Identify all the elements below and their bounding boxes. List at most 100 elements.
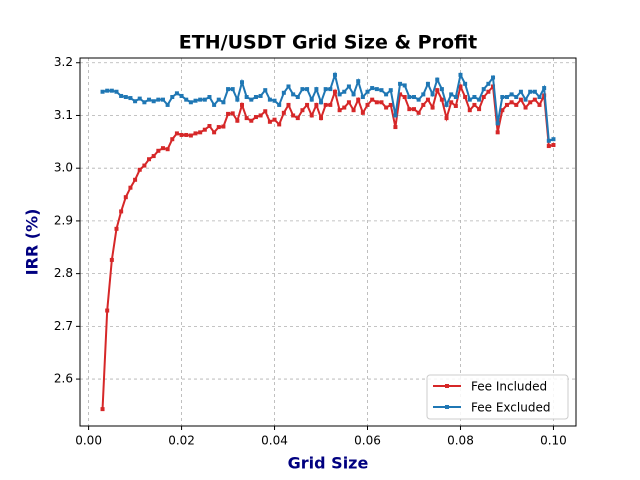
legend-box [426, 374, 569, 420]
data-point [481, 87, 486, 92]
data-point [151, 154, 156, 159]
data-point [258, 113, 263, 118]
data-point [156, 97, 161, 102]
data-point [123, 95, 128, 100]
data-point [486, 81, 491, 86]
data-point [458, 84, 463, 89]
data-point [388, 102, 393, 107]
data-point [230, 87, 235, 92]
data-point [244, 95, 249, 100]
data-point [300, 108, 305, 113]
data-point [388, 88, 393, 93]
x-tick-label: 0.10 [540, 434, 567, 448]
data-point [165, 102, 170, 107]
data-point [198, 97, 203, 102]
data-point [263, 109, 268, 114]
data-point [514, 102, 519, 107]
data-point [463, 81, 468, 86]
data-point [435, 77, 440, 82]
data-point [137, 96, 142, 101]
data-point [467, 108, 472, 113]
data-point [230, 111, 235, 116]
data-point [309, 97, 314, 102]
data-point [221, 100, 226, 105]
data-point [407, 95, 412, 100]
data-point [160, 97, 165, 102]
data-point [537, 95, 542, 100]
data-point [277, 122, 282, 127]
data-point [323, 87, 328, 92]
data-point [532, 97, 537, 102]
data-point [370, 86, 375, 91]
data-point [500, 95, 505, 100]
data-point [374, 100, 379, 105]
data-point [319, 100, 324, 105]
data-point [323, 102, 328, 107]
data-point [384, 105, 389, 110]
data-point [286, 84, 291, 89]
data-point [244, 116, 249, 121]
data-point [174, 91, 179, 96]
data-point [477, 97, 482, 102]
data-point [128, 96, 133, 101]
data-point [365, 89, 370, 94]
data-point [546, 144, 551, 149]
data-point [170, 137, 175, 142]
data-point [356, 97, 361, 102]
data-point [518, 89, 523, 94]
data-point [114, 89, 119, 94]
data-point [328, 87, 333, 92]
data-point [486, 89, 491, 94]
legend-marker [445, 405, 449, 409]
y-tick-label: 2.6 [54, 372, 73, 386]
data-point [528, 100, 533, 105]
data-point [379, 100, 384, 105]
data-point [258, 93, 263, 98]
data-point [281, 110, 286, 115]
data-point [267, 97, 272, 102]
data-point [398, 92, 403, 97]
data-point [374, 87, 379, 92]
data-point [528, 89, 533, 94]
data-point [342, 105, 347, 110]
data-point [151, 99, 156, 104]
data-point [384, 92, 389, 97]
data-point [300, 87, 305, 92]
data-point [314, 102, 319, 107]
data-point [188, 100, 193, 105]
data-point [281, 90, 286, 95]
data-point [193, 98, 198, 103]
data-point [291, 113, 296, 118]
data-point [356, 79, 361, 84]
data-point [444, 102, 449, 107]
data-point [253, 115, 258, 120]
data-point [402, 83, 407, 88]
plot-frame [79, 57, 577, 427]
data-point [249, 118, 254, 123]
data-point [523, 105, 528, 110]
data-point [160, 146, 165, 151]
data-point [286, 102, 291, 107]
data-point [207, 124, 212, 129]
data-point [147, 157, 152, 162]
data-point [216, 125, 221, 130]
data-point [537, 102, 542, 107]
data-point [346, 100, 351, 105]
y-tick-label: 3.2 [54, 55, 73, 69]
data-point [249, 97, 254, 102]
data-point [435, 88, 440, 93]
data-point [109, 257, 114, 262]
data-point [472, 95, 477, 100]
data-point [430, 105, 435, 110]
data-point [495, 130, 500, 135]
data-point [272, 117, 277, 122]
data-point [453, 95, 458, 100]
data-point [514, 95, 519, 100]
data-point [156, 148, 161, 153]
data-point [179, 93, 184, 98]
data-point [504, 102, 509, 107]
data-point [133, 177, 138, 182]
y-tick-label: 3.1 [54, 108, 73, 122]
data-point [216, 97, 221, 102]
data-point [532, 89, 537, 94]
